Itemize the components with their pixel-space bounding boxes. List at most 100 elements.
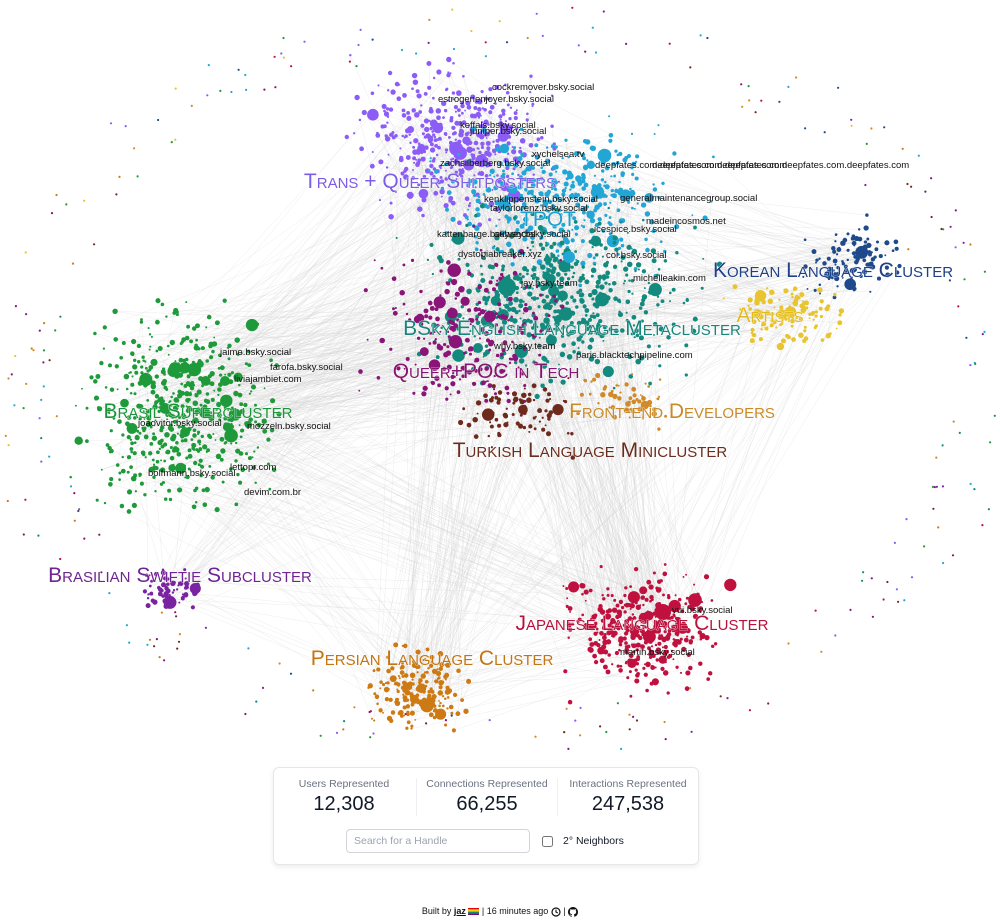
graph-node[interactable] <box>513 296 519 303</box>
graph-node[interactable] <box>650 665 656 670</box>
graph-node[interactable] <box>466 163 469 166</box>
graph-node[interactable] <box>160 611 163 614</box>
graph-node[interactable] <box>657 124 660 127</box>
graph-node[interactable] <box>157 409 161 414</box>
graph-node[interactable] <box>849 608 852 612</box>
graph-node[interactable] <box>270 398 276 404</box>
graph-node[interactable] <box>494 153 497 156</box>
graph-node[interactable] <box>458 172 462 176</box>
graph-node[interactable] <box>627 658 633 664</box>
graph-node[interactable] <box>612 386 616 390</box>
graph-node[interactable] <box>124 125 127 128</box>
handle-label[interactable]: kattenbarge.bsky.social <box>437 229 536 240</box>
graph-node[interactable] <box>371 38 374 41</box>
graph-node[interactable] <box>234 502 239 507</box>
graph-node[interactable] <box>826 266 833 272</box>
graph-node[interactable] <box>445 87 449 91</box>
graph-node[interactable] <box>788 305 792 309</box>
graph-node[interactable] <box>544 409 548 413</box>
graph-node[interactable] <box>608 216 612 219</box>
graph-node[interactable] <box>191 360 195 364</box>
graph-node[interactable] <box>461 111 464 115</box>
graph-node[interactable] <box>386 668 391 674</box>
graph-node[interactable] <box>574 250 578 253</box>
graph-node[interactable] <box>531 102 535 106</box>
graph-node[interactable] <box>575 202 581 208</box>
graph-node[interactable] <box>444 723 448 727</box>
graph-node[interactable] <box>502 169 505 173</box>
graph-node[interactable] <box>682 575 685 578</box>
graph-node[interactable] <box>130 475 137 482</box>
graph-node[interactable] <box>590 145 597 151</box>
graph-node[interactable] <box>158 447 162 451</box>
graph-node[interactable] <box>606 593 610 597</box>
graph-node[interactable] <box>604 180 607 184</box>
graph-node[interactable] <box>547 199 553 205</box>
graph-node[interactable] <box>71 262 75 265</box>
graph-node[interactable] <box>531 287 534 290</box>
graph-node[interactable] <box>150 358 158 366</box>
graph-node[interactable] <box>447 335 451 339</box>
graph-node[interactable] <box>402 263 406 267</box>
graph-node[interactable] <box>456 152 461 157</box>
graph-node[interactable] <box>520 330 525 335</box>
graph-node[interactable] <box>390 89 396 95</box>
graph-node[interactable] <box>954 246 957 249</box>
graph-node[interactable] <box>69 475 72 479</box>
graph-node[interactable] <box>760 328 763 331</box>
graph-node[interactable] <box>468 346 474 352</box>
graph-node[interactable] <box>443 202 449 209</box>
graph-node[interactable] <box>641 218 645 222</box>
graph-node[interactable] <box>205 326 208 329</box>
graph-node[interactable] <box>74 404 77 407</box>
graph-node[interactable] <box>554 328 557 331</box>
graph-node[interactable] <box>381 683 386 687</box>
graph-node[interactable] <box>432 340 437 345</box>
graph-node[interactable] <box>748 307 752 311</box>
graph-node[interactable] <box>565 604 569 608</box>
graph-node[interactable] <box>207 433 212 438</box>
graph-node[interactable] <box>130 450 133 454</box>
graph-node[interactable] <box>446 696 450 699</box>
graph-node[interactable] <box>216 401 222 408</box>
graph-node[interactable] <box>172 581 176 585</box>
graph-node[interactable] <box>572 298 577 303</box>
graph-node[interactable] <box>192 400 199 406</box>
graph-node[interactable] <box>508 194 513 199</box>
graph-node[interactable] <box>603 633 607 637</box>
graph-node[interactable] <box>136 359 141 364</box>
graph-node[interactable] <box>532 272 537 277</box>
graph-node[interactable] <box>684 373 688 377</box>
graph-node[interactable] <box>541 229 547 235</box>
graph-node[interactable] <box>138 431 142 435</box>
graph-node[interactable] <box>639 604 642 607</box>
graph-node[interactable] <box>905 518 908 521</box>
graph-node[interactable] <box>187 453 193 459</box>
graph-node[interactable] <box>477 312 482 316</box>
graph-node[interactable] <box>168 598 172 602</box>
graph-node[interactable] <box>561 192 566 197</box>
graph-node[interactable] <box>635 358 641 365</box>
graph-node[interactable] <box>97 406 101 410</box>
graph-node[interactable] <box>532 296 537 301</box>
graph-node[interactable] <box>512 156 519 162</box>
graph-node[interactable] <box>541 169 546 174</box>
graph-node[interactable] <box>470 94 476 100</box>
graph-node[interactable] <box>188 392 193 397</box>
graph-node[interactable] <box>358 369 363 374</box>
graph-node[interactable] <box>192 433 197 438</box>
graph-node[interactable] <box>148 584 152 588</box>
graph-node[interactable] <box>564 400 568 404</box>
graph-node[interactable] <box>155 459 160 464</box>
graph-node[interactable] <box>439 176 443 179</box>
graph-node[interactable] <box>190 438 194 441</box>
graph-node[interactable] <box>853 244 856 247</box>
graph-node[interactable] <box>628 396 633 401</box>
graph-node[interactable] <box>510 315 513 318</box>
graph-node[interactable] <box>485 137 488 139</box>
graph-node[interactable] <box>386 655 390 659</box>
graph-node[interactable] <box>548 276 553 282</box>
graph-node[interactable] <box>802 300 805 303</box>
graph-node[interactable] <box>532 245 535 248</box>
graph-node[interactable] <box>515 127 519 131</box>
